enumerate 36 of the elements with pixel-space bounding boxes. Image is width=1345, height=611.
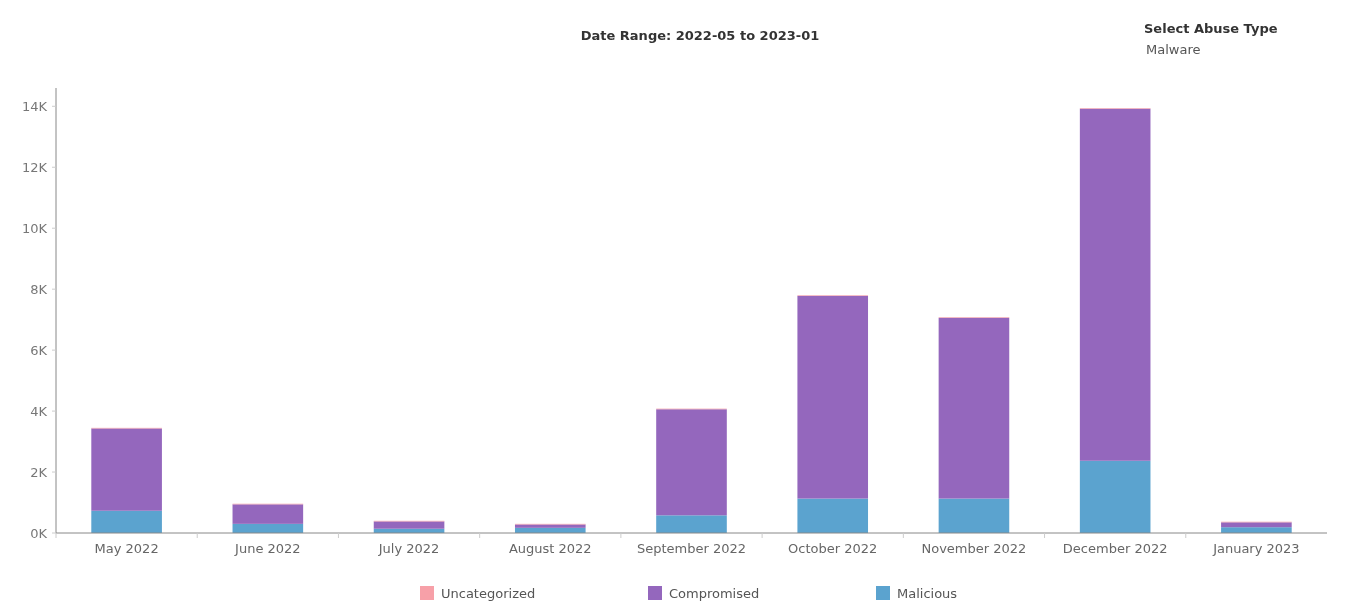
- y-tick-label: 10K: [21, 220, 48, 236]
- x-tick-label: June 2022: [234, 541, 301, 556]
- bar: [938, 498, 1010, 533]
- text: Malware: [1146, 42, 1201, 57]
- legend-label: Compromised: [669, 586, 760, 601]
- y-tick-label: 6K: [30, 342, 48, 358]
- y-tick-label: 8K: [30, 281, 48, 297]
- y-tick-label: 14K: [21, 98, 48, 114]
- bar: [232, 504, 304, 524]
- x-tick-label: October 2022: [788, 541, 878, 556]
- y-tick-label: 2K: [30, 464, 48, 480]
- bar: [797, 498, 869, 533]
- bar: [797, 295, 869, 499]
- bar: [91, 428, 162, 511]
- y-tick-label: 4K: [30, 403, 48, 419]
- x-tick-label: January 2023: [1212, 541, 1300, 556]
- legend-label: Uncategorized: [441, 586, 536, 601]
- x-tick-label: July 2022: [377, 541, 440, 556]
- bar: [656, 409, 727, 516]
- bar: [1079, 108, 1151, 461]
- bar: [91, 510, 162, 533]
- x-tick-label: September 2022: [636, 541, 747, 556]
- bar: [373, 521, 445, 529]
- bar: [938, 317, 1010, 499]
- x-tick-label: May 2022: [94, 541, 159, 556]
- bar: [1079, 460, 1151, 533]
- x-tick-label: August 2022: [508, 541, 592, 556]
- y-tick-label: 12K: [21, 159, 48, 175]
- bar: [656, 515, 727, 533]
- y-tick-label: 0K: [30, 525, 48, 541]
- chart-title: Date Range: 2022-05 to 2023-01: [580, 28, 820, 43]
- x-tick-label: November 2022: [921, 541, 1027, 556]
- x-tick-label: December 2022: [1062, 541, 1168, 556]
- legend-label: Malicious: [897, 586, 958, 601]
- bar: [1221, 522, 1292, 528]
- text: Select Abuse Type: [1144, 21, 1278, 36]
